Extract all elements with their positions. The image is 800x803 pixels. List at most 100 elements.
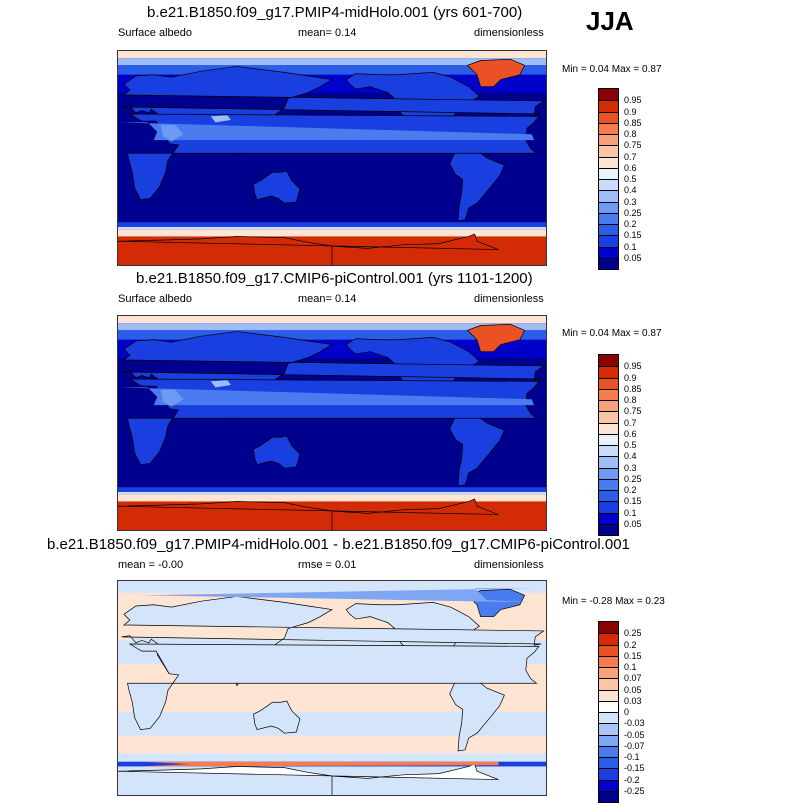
colorbar-box — [599, 433, 618, 445]
panel-difference: b.e21.B1850.f09_g17.PMIP4-midHolo.001 - … — [0, 532, 800, 803]
latitude-band — [118, 494, 546, 502]
colorbar-box — [599, 700, 618, 712]
colorbar-tick-label: 0.5 — [624, 174, 637, 184]
latitude-band — [118, 51, 546, 59]
colorbar-box — [599, 257, 618, 269]
colorbar — [598, 354, 619, 536]
colorbar-tick-label: 0.25 — [624, 473, 642, 484]
albedo-map — [117, 50, 547, 266]
units-label: dimensionless — [474, 293, 544, 305]
colorbar-box — [599, 411, 618, 423]
colorbar-tick-label: 0.5 — [624, 440, 637, 450]
colorbar-tick-label: 0.03 — [624, 695, 642, 706]
latitude-band — [118, 58, 546, 66]
colorbar-tick-label: 0.07 — [624, 673, 642, 684]
colorbar-box — [599, 100, 618, 112]
colorbar-box — [599, 224, 618, 236]
southern-anomaly — [141, 761, 499, 767]
colorbar-box — [599, 122, 618, 134]
mean-label: mean= 0.14 — [298, 293, 357, 305]
colorbar-tick-label: 0.2 — [624, 219, 637, 229]
colorbar-tick-label: 0.6 — [624, 162, 637, 173]
colorbar-box — [599, 734, 618, 746]
min-max-label: Min = -0.28 Max = 0.23 — [562, 596, 665, 607]
min-max-label: Min = 0.04 Max = 0.87 — [562, 328, 662, 339]
latitude-band — [118, 581, 546, 593]
colorbar-tick-label: 0.25 — [624, 628, 642, 639]
colorbar-tick-label: 0.05 — [624, 252, 642, 263]
colorbar-box — [599, 235, 618, 247]
colorbar-box — [599, 712, 618, 724]
albedo-map — [117, 315, 547, 531]
tibet-region — [210, 115, 231, 123]
tibet-region — [210, 380, 231, 388]
colorbar-box — [599, 667, 618, 679]
latitude-band — [118, 229, 546, 237]
colorbar-tick-label: 0.15 — [624, 496, 642, 507]
latitude-band — [118, 487, 546, 492]
colorbar-box — [599, 757, 618, 769]
australia-land — [253, 435, 301, 469]
south-america-land — [449, 143, 505, 222]
colorbar-tick-label: 0.05 — [624, 684, 642, 695]
variable-label: Surface albedo — [118, 293, 192, 305]
colorbar-box — [599, 467, 618, 479]
colorbar-box — [599, 179, 618, 191]
latitude-band — [118, 222, 546, 227]
colorbar-tick-label: 0.4 — [624, 185, 637, 196]
colorbar — [598, 88, 619, 270]
australia-land — [253, 170, 301, 204]
colorbar-box — [599, 89, 618, 101]
colorbar-tick-label: -0.1 — [624, 752, 640, 762]
colorbar-tick-label: 0.8 — [624, 395, 637, 405]
colorbar-box — [599, 246, 618, 258]
colorbar-box — [599, 388, 618, 400]
australia-land — [253, 700, 301, 734]
mean-label: mean= 0.14 — [298, 27, 357, 39]
colorbar-box — [599, 377, 618, 389]
greenland-land — [466, 323, 526, 353]
latitude-band — [118, 330, 546, 340]
colorbar-box — [599, 167, 618, 179]
colorbar-tick-label: 0.85 — [624, 117, 642, 128]
colorbar-tick-label: 0.95 — [624, 361, 642, 372]
units-label: dimensionless — [474, 27, 544, 39]
colorbar-box — [599, 644, 618, 656]
colorbar-tick-label: 0 — [624, 707, 630, 717]
mean-label: mean = -0.00 — [118, 559, 184, 571]
colorbar-box — [599, 512, 618, 524]
rmse-label: rmse = 0.01 — [298, 559, 357, 571]
colorbar-box — [599, 422, 618, 434]
colorbar-box — [599, 779, 618, 791]
latitude-band — [118, 316, 546, 324]
colorbar-box — [599, 768, 618, 780]
colorbar-tick-label: 0.1 — [624, 241, 637, 252]
panel-title: b.e21.B1850.f09_g17.PMIP4-midHolo.001 (y… — [147, 4, 523, 21]
colorbar-box — [599, 145, 618, 157]
colorbar-tick-label: 0.6 — [624, 428, 637, 439]
colorbar-box — [599, 678, 618, 690]
colorbar-tick-label: -0.07 — [624, 740, 645, 751]
difference-map — [117, 580, 547, 796]
south-america-land — [449, 673, 505, 752]
sahara-region — [118, 387, 535, 406]
colorbar-box — [599, 456, 618, 468]
colorbar-tick-label: 0.3 — [624, 462, 637, 473]
colorbar — [598, 621, 619, 803]
colorbar-tick-label: 0.95 — [624, 95, 642, 106]
colorbar-box — [599, 190, 618, 202]
min-max-label: Min = 0.04 Max = 0.87 — [562, 64, 662, 75]
season-label: JJA — [586, 6, 634, 36]
sahara-region — [118, 122, 535, 141]
colorbar-box — [599, 134, 618, 146]
colorbar-tick-label: 0.75 — [624, 140, 642, 151]
panel-picontrol: b.e21.B1850.f09_g17.CMIP6-piControl.001 … — [0, 266, 800, 536]
colorbar-box — [599, 723, 618, 735]
colorbar-box — [599, 201, 618, 213]
colorbar-box — [599, 745, 618, 757]
antarctica-land — [118, 233, 499, 265]
colorbar-box — [599, 622, 618, 634]
antarctica-land — [118, 763, 499, 795]
colorbar-tick-label: 0.15 — [624, 650, 642, 661]
greenland-land — [466, 58, 526, 88]
